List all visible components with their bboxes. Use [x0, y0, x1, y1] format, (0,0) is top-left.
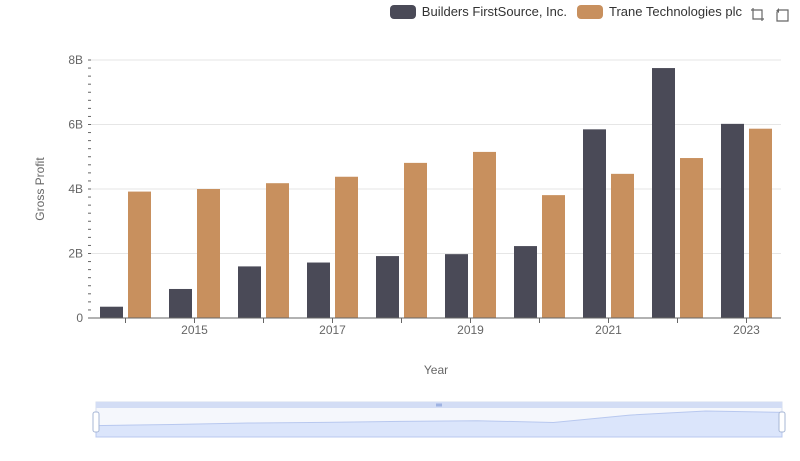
legend-item-builders[interactable]: Builders FirstSource, Inc.	[389, 4, 568, 19]
legend-swatch-trane	[577, 4, 604, 19]
slider-grip[interactable]	[436, 403, 442, 407]
slider-handle-right[interactable]	[778, 411, 786, 433]
y-tick-label: 8B	[68, 53, 83, 67]
legend-label-builders: Builders FirstSource, Inc.	[421, 4, 568, 19]
bar-trane-2021[interactable]	[611, 173, 634, 318]
y-tick-label: 6B	[68, 118, 83, 132]
y-tick-label: 2B	[68, 247, 83, 261]
slider-handle-left[interactable]	[92, 411, 100, 433]
legend-swatch-builders	[389, 4, 416, 19]
x-tick-label: 2019	[457, 323, 484, 337]
bar-builders-2020[interactable]	[514, 246, 537, 318]
bar-trane-2022[interactable]	[680, 158, 703, 318]
y-tick-label: 0	[76, 311, 83, 325]
bar-builders-2019[interactable]	[445, 254, 468, 318]
restore-icon[interactable]	[774, 7, 790, 23]
grid-lines	[91, 59, 781, 254]
bar-builders-2017[interactable]	[307, 262, 330, 318]
bar-trane-2015[interactable]	[197, 189, 220, 318]
legend-label-trane: Trane Technologies plc	[609, 4, 742, 19]
bar-trane-2017[interactable]	[335, 176, 358, 318]
x-axis-title: Year	[424, 363, 448, 377]
bar-trane-2014[interactable]	[128, 191, 151, 318]
y-axis: 0 2B 4B 6B 8B	[68, 53, 91, 325]
y-tick-label: 4B	[68, 182, 83, 196]
x-tick-label: 2017	[319, 323, 346, 337]
x-axis: 2015 2017 2019 2021 2023	[91, 317, 781, 337]
bar-builders-2023[interactable]	[721, 123, 744, 318]
toolbox	[750, 7, 790, 23]
bar-trane-2019[interactable]	[473, 151, 496, 318]
x-tick-label: 2015	[181, 323, 208, 337]
bar-builders-2018[interactable]	[376, 256, 399, 318]
bar-builders-2014[interactable]	[100, 306, 123, 318]
legend: Builders FirstSource, Inc. Trane Technol…	[389, 4, 742, 19]
data-zoom-slider[interactable]	[92, 401, 786, 438]
legend-item-trane[interactable]: Trane Technologies plc	[577, 4, 742, 19]
bar-builders-2015[interactable]	[169, 288, 192, 318]
x-tick-label: 2023	[733, 323, 760, 337]
bar-trane-2018[interactable]	[404, 162, 427, 318]
y-axis-title: Gross Profit	[33, 157, 47, 221]
zoom-icon[interactable]	[750, 7, 766, 23]
bar-trane-2020[interactable]	[542, 195, 565, 318]
bar-builders-2021[interactable]	[583, 129, 606, 318]
bar-builders-2016[interactable]	[238, 266, 261, 318]
bar-marks[interactable]	[100, 68, 772, 318]
bar-trane-2016[interactable]	[266, 183, 289, 318]
x-tick-label: 2021	[595, 323, 622, 337]
bar-trane-2023[interactable]	[749, 128, 772, 318]
bar-builders-2022[interactable]	[652, 68, 675, 318]
